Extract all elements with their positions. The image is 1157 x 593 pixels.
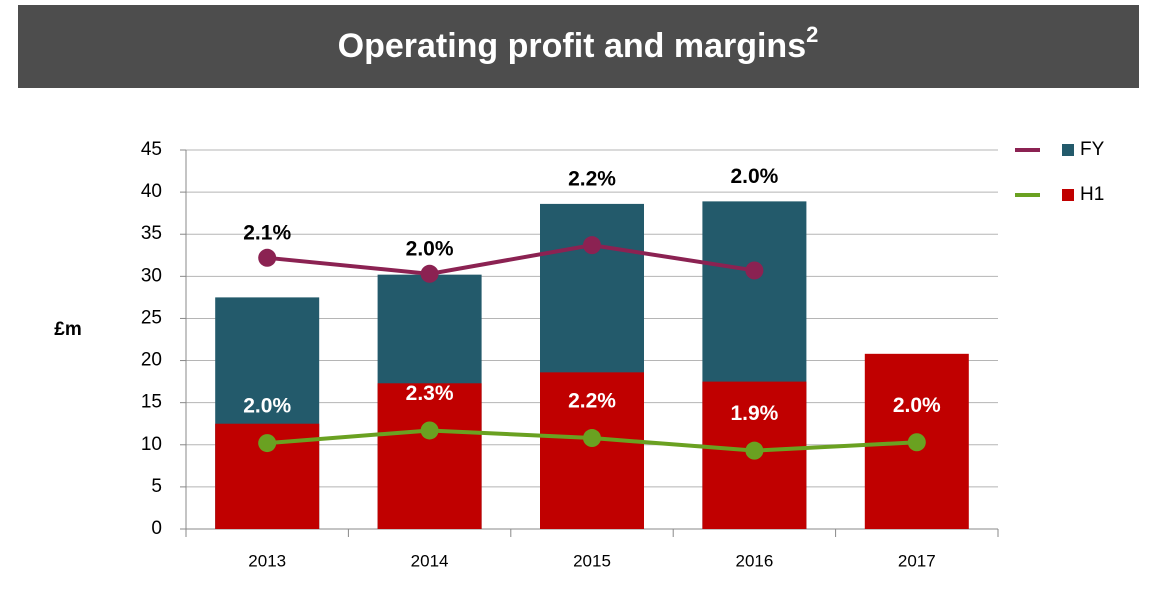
margin-label: 2.2% <box>568 167 616 190</box>
line-point <box>420 421 439 440</box>
y-tick-label: 45 <box>141 139 162 160</box>
bar <box>377 383 482 529</box>
x-tick-label: 2017 <box>898 551 936 570</box>
y-tick-label: 10 <box>141 434 162 455</box>
y-tick-label: 35 <box>141 223 162 244</box>
margin-label: 1.9% <box>730 402 778 425</box>
y-tick-label: 25 <box>141 307 162 328</box>
margin-label: 2.3% <box>406 382 454 405</box>
x-tick-label: 2014 <box>411 551 449 570</box>
y-tick-label: 20 <box>141 350 162 371</box>
chart-title: Operating profit and margins2 <box>338 22 819 65</box>
x-tick-label: 2013 <box>248 551 286 570</box>
legend-label: H1 <box>1080 184 1104 205</box>
line-point <box>583 429 601 448</box>
bar <box>540 372 644 529</box>
y-tick-label: 0 <box>151 518 162 539</box>
title-superscript: 2 <box>806 22 818 47</box>
x-tick-label: 2015 <box>573 551 611 570</box>
x-tick-label: 2016 <box>735 551 773 570</box>
legend-label: FY <box>1080 139 1105 160</box>
y-axis-label: £m <box>54 319 81 340</box>
line-point <box>745 261 764 280</box>
margin-label: 2.2% <box>568 390 616 413</box>
line-point <box>745 441 764 460</box>
y-tick-label: 5 <box>151 476 162 497</box>
line-point <box>583 236 601 255</box>
header <box>18 5 1139 88</box>
margin-label: 2.0% <box>893 394 941 417</box>
y-tick-label: 40 <box>141 181 162 202</box>
line-point <box>258 434 277 453</box>
line <box>267 243 755 276</box>
legend-swatch <box>1062 144 1074 156</box>
legend-swatch <box>1062 189 1074 201</box>
margin-label: 2.0% <box>730 165 778 188</box>
y-tick-label: 15 <box>141 392 162 413</box>
margin-label: 2.0% <box>406 237 454 260</box>
title-text: Operating profit and margins <box>338 27 806 65</box>
margin-label: 2.1% <box>243 221 291 244</box>
line-point <box>420 264 439 283</box>
line-point <box>907 433 926 452</box>
margin-label: 2.0% <box>243 395 291 418</box>
y-tick-label: 30 <box>141 265 162 286</box>
line-point <box>258 248 277 267</box>
